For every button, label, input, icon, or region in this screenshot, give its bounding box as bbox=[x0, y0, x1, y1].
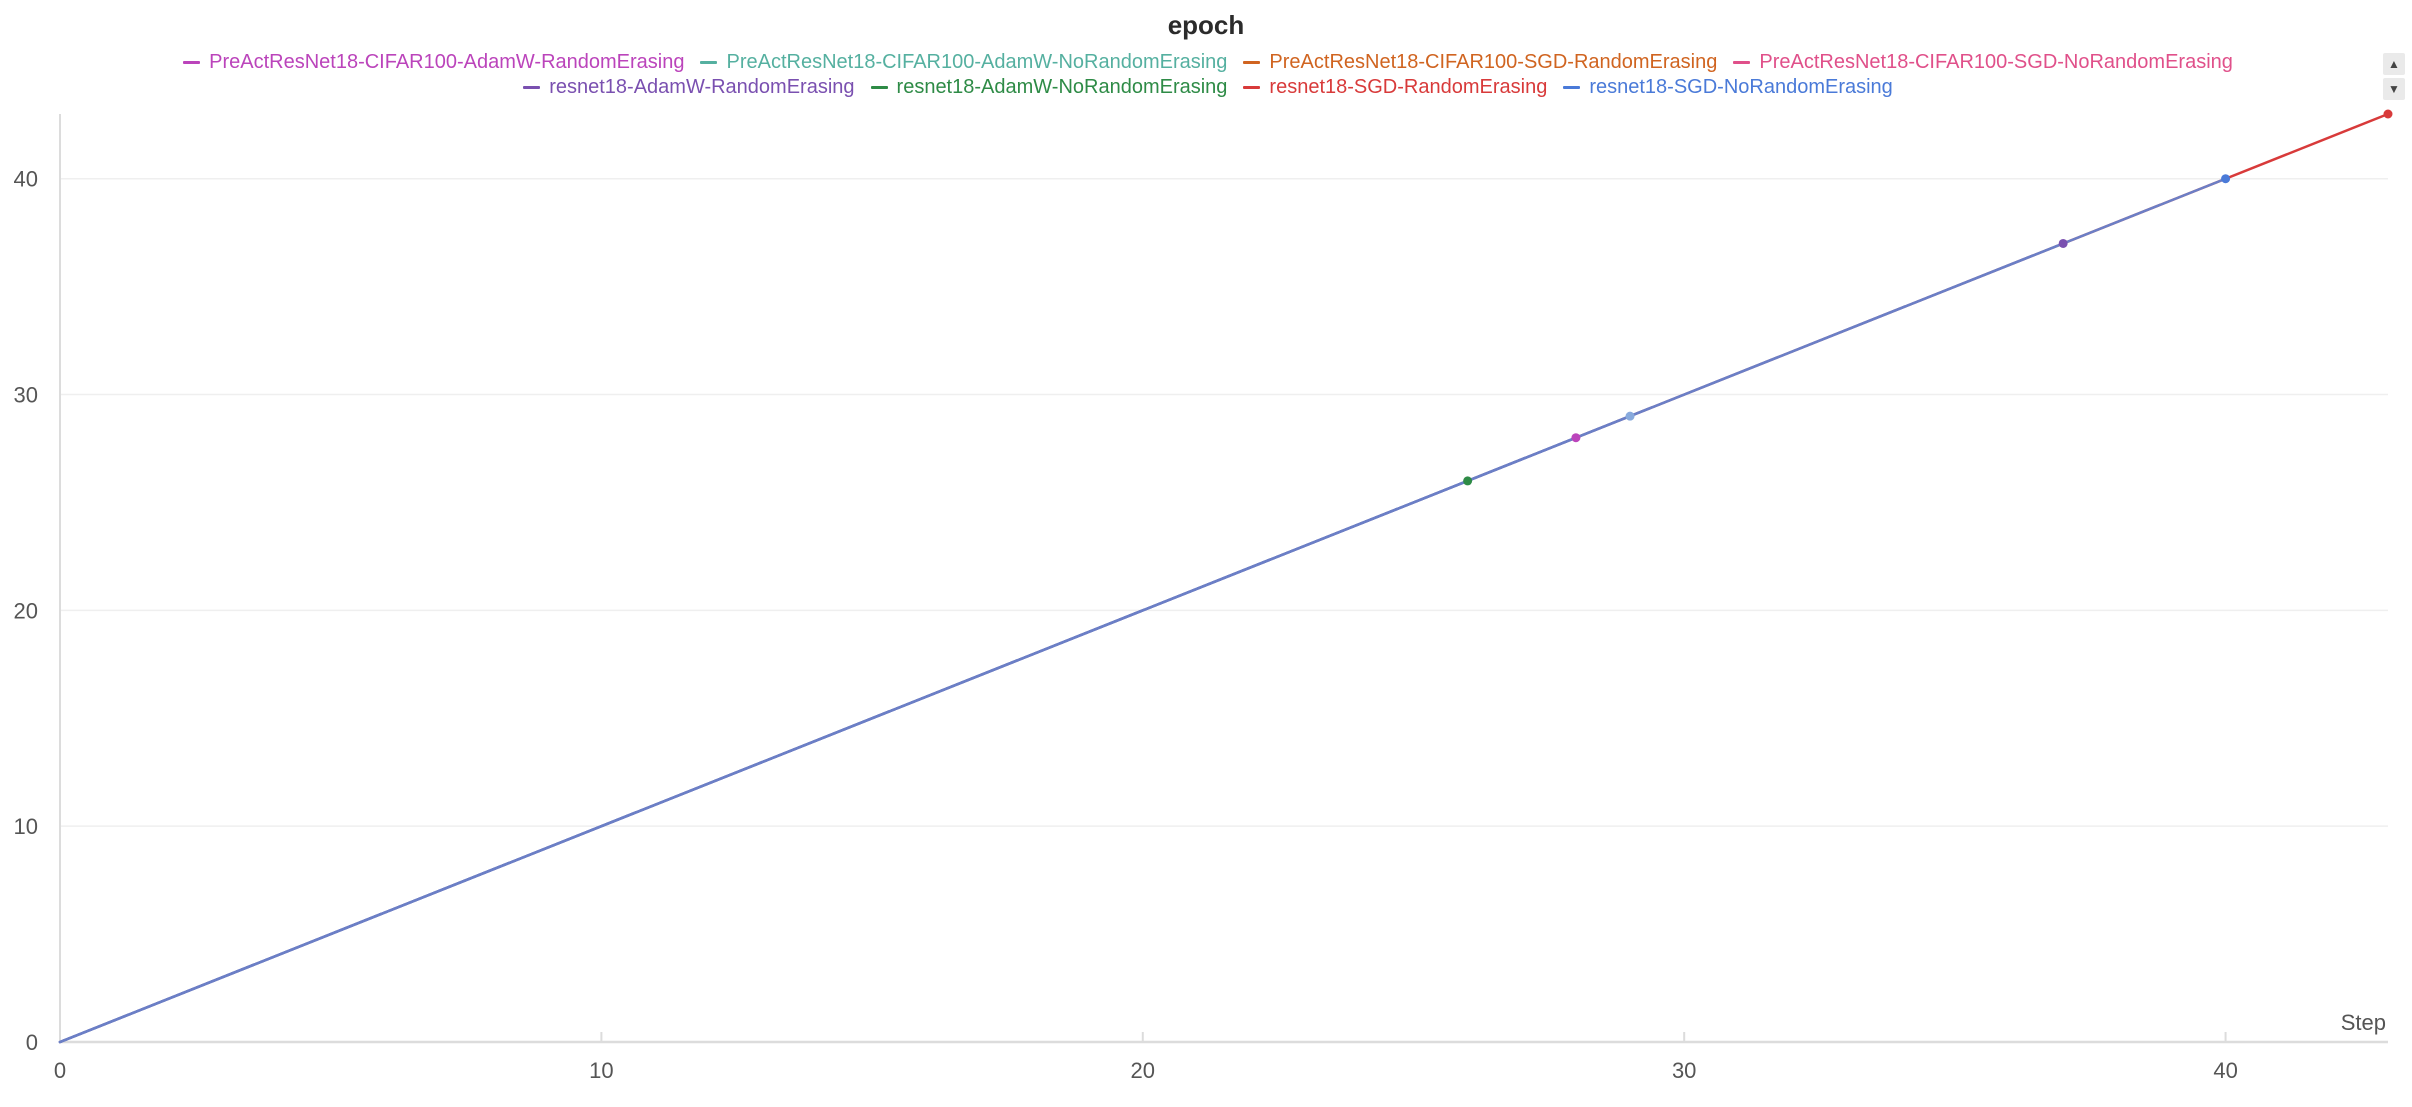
legend-label: PreActResNet18-CIFAR100-AdamW-RandomEras… bbox=[209, 51, 685, 73]
x-tick-label: 40 bbox=[2213, 1058, 2237, 1083]
series-end-point bbox=[2058, 238, 2068, 248]
legend-item[interactable]: resnet18-AdamW-NoRandomErasing bbox=[870, 75, 1228, 100]
legend-item[interactable]: resnet18-SGD-NoRandomErasing bbox=[1563, 75, 1893, 100]
y-tick-label: 40 bbox=[14, 167, 38, 192]
legend-label: resnet18-SGD-RandomErasing bbox=[1269, 76, 1548, 98]
legend-label: resnet18-AdamW-RandomErasing bbox=[549, 76, 855, 98]
legend-swatch bbox=[700, 61, 718, 64]
legend-swatch bbox=[183, 61, 201, 64]
x-tick-label: 0 bbox=[54, 1058, 66, 1083]
y-tick-label: 30 bbox=[14, 383, 38, 408]
legend-item[interactable]: PreActResNet18-CIFAR100-SGD-RandomErasin… bbox=[1243, 50, 1717, 75]
x-tick-label: 10 bbox=[589, 1058, 613, 1083]
legend-item[interactable]: PreActResNet18-CIFAR100-AdamW-NoRandomEr… bbox=[700, 50, 1227, 75]
series-end-point bbox=[1463, 476, 1473, 486]
legend-item[interactable]: PreActResNet18-CIFAR100-AdamW-RandomEras… bbox=[183, 50, 684, 75]
legend-swatch bbox=[1243, 61, 1261, 64]
chart-legend: PreActResNet18-CIFAR100-AdamW-RandomEras… bbox=[40, 50, 2376, 100]
y-tick-label: 20 bbox=[14, 598, 38, 623]
series-end-point bbox=[2221, 174, 2231, 184]
legend-swatch bbox=[1563, 86, 1581, 89]
x-axis-label: Step bbox=[2341, 1010, 2386, 1035]
legend-label: resnet18-AdamW-NoRandomErasing bbox=[896, 76, 1228, 98]
x-tick-label: 30 bbox=[1672, 1058, 1696, 1083]
legend-item[interactable]: PreActResNet18-CIFAR100-SGD-NoRandomEras… bbox=[1733, 50, 2233, 75]
legend-item[interactable]: resnet18-AdamW-RandomErasing bbox=[523, 75, 855, 100]
y-tick-label: 0 bbox=[26, 1030, 38, 1055]
scroll-down-icon[interactable]: ▼ bbox=[2383, 78, 2405, 100]
legend-label: PreActResNet18-CIFAR100-SGD-RandomErasin… bbox=[1269, 51, 1718, 73]
legend-label: resnet18-SGD-NoRandomErasing bbox=[1589, 76, 1893, 98]
legend-swatch bbox=[1733, 61, 1751, 64]
scroll-up-icon[interactable]: ▲ bbox=[2383, 53, 2405, 75]
legend-swatch bbox=[523, 86, 541, 89]
legend-label: PreActResNet18-CIFAR100-SGD-NoRandomEras… bbox=[1759, 51, 2233, 73]
legend-swatch bbox=[870, 86, 888, 89]
y-tick-label: 10 bbox=[14, 814, 38, 839]
legend-label: PreActResNet18-CIFAR100-AdamW-NoRandomEr… bbox=[726, 51, 1228, 73]
series-end-point bbox=[2383, 109, 2393, 119]
series-line bbox=[58, 479, 1469, 1044]
series-end-point bbox=[1625, 411, 1635, 421]
chart-title: epoch bbox=[1167, 10, 1245, 40]
series-end-point bbox=[1571, 433, 1581, 443]
x-tick-label: 20 bbox=[1131, 1058, 1155, 1083]
legend-swatch bbox=[1243, 86, 1261, 89]
legend-item[interactable]: resnet18-SGD-RandomErasing bbox=[1243, 75, 1547, 100]
legend-scroll-control: ▲ ▼ bbox=[2383, 53, 2405, 101]
